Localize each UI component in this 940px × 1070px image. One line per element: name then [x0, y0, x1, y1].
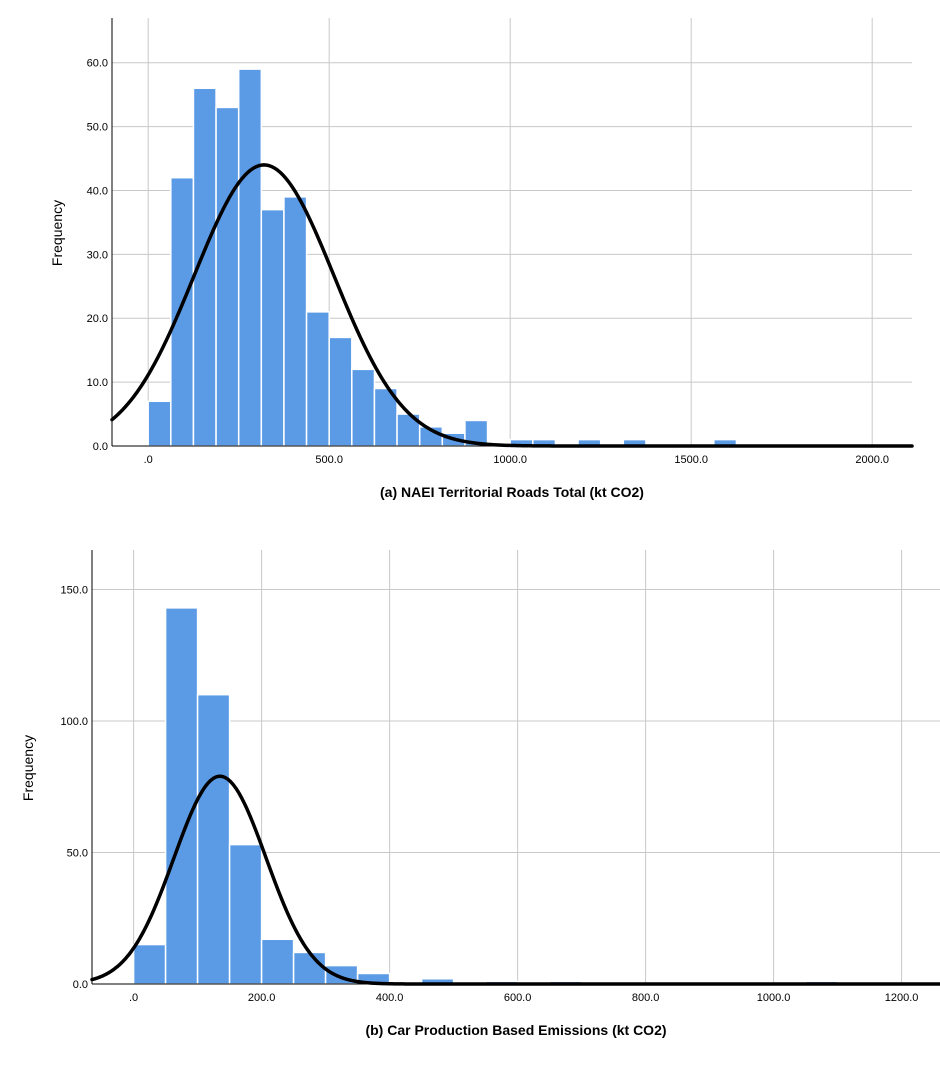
histogram-bar: [228, 843, 263, 985]
x-tick-label: 400.0: [376, 992, 404, 1004]
histogram-bar: [237, 68, 263, 447]
histogram-bar: [147, 400, 172, 447]
normal-distribution-curve: [110, 163, 914, 448]
x-tick-label: 600.0: [504, 992, 532, 1004]
y-tick-label: 100.0: [60, 716, 88, 728]
x-axis-title: (b) Car Production Based Emissions (kt C…: [365, 1022, 666, 1038]
histogram-bar: [170, 176, 195, 447]
y-tick-label: 60.0: [87, 58, 108, 70]
histogram-bar: [164, 607, 199, 985]
y-tick-label: 20.0: [87, 313, 108, 325]
y-tick-label: 40.0: [87, 185, 108, 197]
histogram-bar: [351, 368, 376, 447]
y-tick-label: 10.0: [87, 377, 108, 389]
y-tick-label: 30.0: [87, 249, 108, 261]
normal-distribution-curve: [90, 774, 940, 986]
x-tick-label: .0: [129, 992, 138, 1004]
x-tick-label: 1000.0: [493, 454, 527, 466]
x-axis-title: (a) NAEI Territorial Roads Total (kt CO2…: [380, 484, 644, 500]
y-tick-label: 150.0: [60, 584, 88, 596]
histogram-bar: [196, 693, 231, 985]
x-tick-label: 2000.0: [855, 454, 889, 466]
histogram-bar: [328, 336, 353, 447]
histogram-bar: [260, 938, 295, 985]
y-tick-label: 0.0: [73, 979, 88, 991]
x-tick-label: 200.0: [248, 992, 276, 1004]
histogram-bar: [305, 311, 330, 447]
histogram-bar: [283, 196, 308, 447]
histogram-bar: [260, 208, 285, 447]
histogram-bar: [132, 943, 167, 985]
histogram-bar: [292, 951, 327, 985]
x-tick-label: 1200.0: [885, 992, 919, 1004]
y-axis-title: Frequency: [49, 200, 65, 266]
x-tick-label: 500.0: [315, 454, 343, 466]
y-tick-label: 50.0: [67, 847, 88, 859]
x-tick-label: .0: [144, 454, 153, 466]
y-tick-label: 0.0: [93, 441, 108, 453]
x-tick-label: 1000.0: [757, 992, 791, 1004]
histogram-b: 0.0 50.0 100.0 150.0 .0 200.0 400.0 600.0 800.0 1…: [20, 550, 940, 1038]
x-tick-label: 1500.0: [674, 454, 708, 466]
histogram-a: 0.0 10.0 20.0 30.0 40.0 50.0 60.0 .0 500.0 1000.0…: [49, 18, 914, 500]
histogram-bar: [215, 106, 240, 447]
y-axis-title: Frequency: [20, 735, 36, 801]
x-tick-label: 800.0: [632, 992, 660, 1004]
y-tick-label: 50.0: [87, 122, 108, 134]
